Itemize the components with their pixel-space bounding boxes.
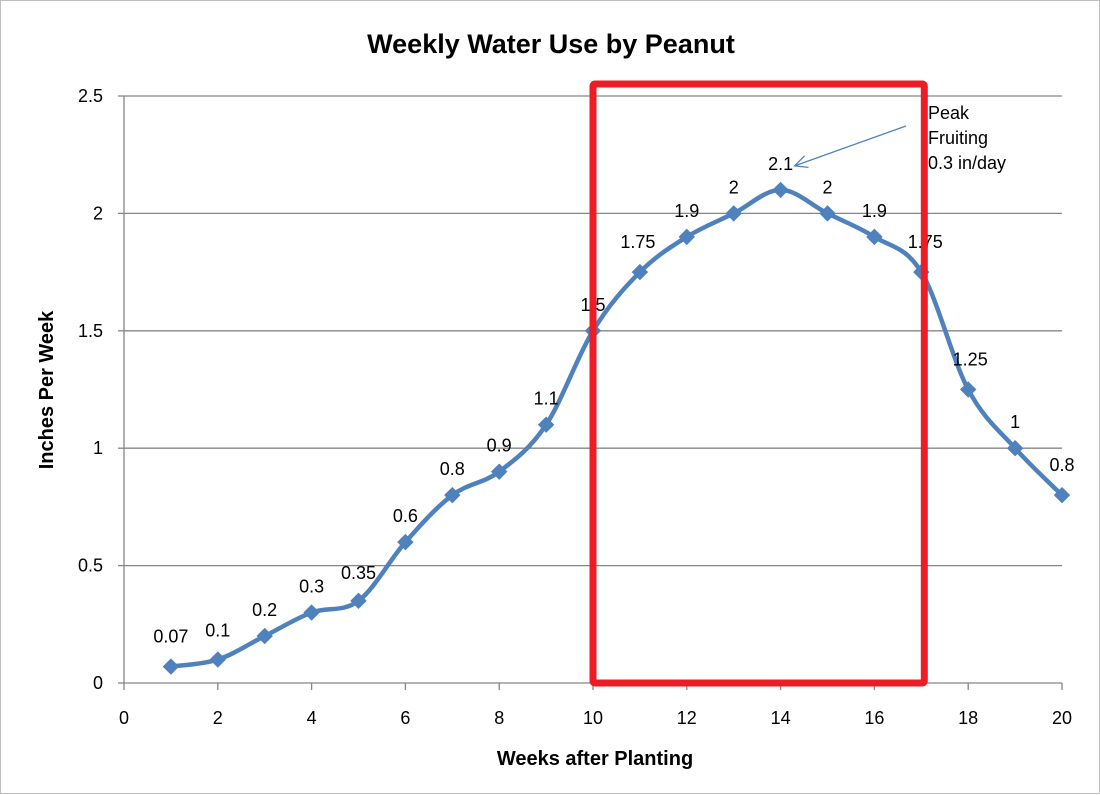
data-label: 0.3 bbox=[299, 577, 324, 597]
data-label: 0.8 bbox=[440, 459, 465, 479]
data-point-marker bbox=[1006, 439, 1024, 457]
data-point-marker bbox=[397, 533, 414, 551]
data-point-marker bbox=[959, 381, 977, 398]
data-label: 0.9 bbox=[487, 436, 512, 456]
x-axis-title: Weeks after Planting bbox=[497, 748, 693, 770]
data-label: 1.9 bbox=[862, 201, 887, 221]
x-tick-label: 12 bbox=[677, 708, 697, 728]
x-tick-label: 10 bbox=[583, 708, 603, 728]
chart-title: Weekly Water Use by Peanut bbox=[367, 29, 735, 59]
x-tick-label: 6 bbox=[400, 708, 410, 728]
data-label: 2.1 bbox=[768, 154, 793, 174]
x-tick-label: 16 bbox=[864, 708, 884, 728]
y-axis-title: Inches Per Week bbox=[36, 310, 58, 469]
annotation-line: Peak bbox=[928, 103, 970, 123]
data-label: 1.25 bbox=[953, 350, 988, 370]
y-tick-label: 0.5 bbox=[78, 556, 103, 576]
data-label: 0.1 bbox=[205, 621, 230, 641]
data-label: 0.35 bbox=[341, 563, 376, 583]
y-tick-label: 2 bbox=[93, 203, 103, 223]
x-tick-label: 20 bbox=[1052, 708, 1072, 728]
x-tick-label: 8 bbox=[494, 708, 504, 728]
data-label: 0.2 bbox=[252, 600, 277, 620]
annotation-line: Fruiting bbox=[928, 128, 988, 148]
y-tick-label: 2.5 bbox=[78, 86, 103, 106]
annotation-arrow-line bbox=[794, 125, 907, 167]
data-label: 0.6 bbox=[393, 506, 418, 526]
x-tick-label: 0 bbox=[119, 708, 129, 728]
data-point-marker bbox=[819, 205, 836, 222]
data-point-marker bbox=[1053, 486, 1071, 504]
x-tick-label: 14 bbox=[771, 708, 791, 728]
data-point-marker bbox=[631, 263, 649, 281]
data-point-marker bbox=[678, 228, 696, 246]
data-label: 1.1 bbox=[534, 389, 559, 409]
data-point-marker bbox=[490, 463, 508, 480]
data-point-marker bbox=[350, 592, 367, 610]
data-label: 1 bbox=[1010, 412, 1020, 432]
data-label: 2 bbox=[729, 177, 739, 197]
annotation-arrowhead bbox=[793, 155, 809, 169]
series-layer bbox=[162, 181, 1071, 675]
data-labels: 0.07 0.10.20.30.350.60.80.91.11.51.751.92… bbox=[153, 154, 1074, 647]
data-label: 1.9 bbox=[674, 201, 699, 221]
data-label: 0.07 bbox=[153, 627, 188, 647]
data-point-marker bbox=[537, 416, 555, 433]
x-tick-label: 18 bbox=[958, 708, 978, 728]
data-point-marker bbox=[256, 627, 273, 645]
data-point-marker bbox=[303, 604, 320, 621]
x-tick-label: 4 bbox=[307, 708, 317, 728]
data-label: 2 bbox=[822, 177, 832, 197]
data-point-marker bbox=[209, 651, 227, 668]
data-point-marker bbox=[162, 658, 180, 675]
x-tick-label: 2 bbox=[213, 708, 223, 728]
annotations: Peak Fruiting 0.3 in/day bbox=[589, 80, 1006, 687]
data-point-marker bbox=[725, 205, 742, 222]
annotation-line: 0.3 in/day bbox=[928, 153, 1006, 173]
data-point-marker bbox=[772, 181, 789, 199]
data-point-marker bbox=[444, 486, 461, 504]
data-label: 0.8 bbox=[1049, 455, 1074, 475]
y-tick-label: 1.5 bbox=[78, 321, 103, 341]
y-tick-label: 1 bbox=[93, 438, 103, 458]
highlight-box bbox=[589, 80, 928, 687]
data-label: 1.75 bbox=[620, 232, 655, 252]
axes: 00.511.522.50 2 4 6 8 10 12 14 16 18 20 bbox=[78, 86, 1072, 728]
y-tick-label: 0 bbox=[93, 673, 103, 693]
data-point-marker bbox=[866, 228, 883, 246]
